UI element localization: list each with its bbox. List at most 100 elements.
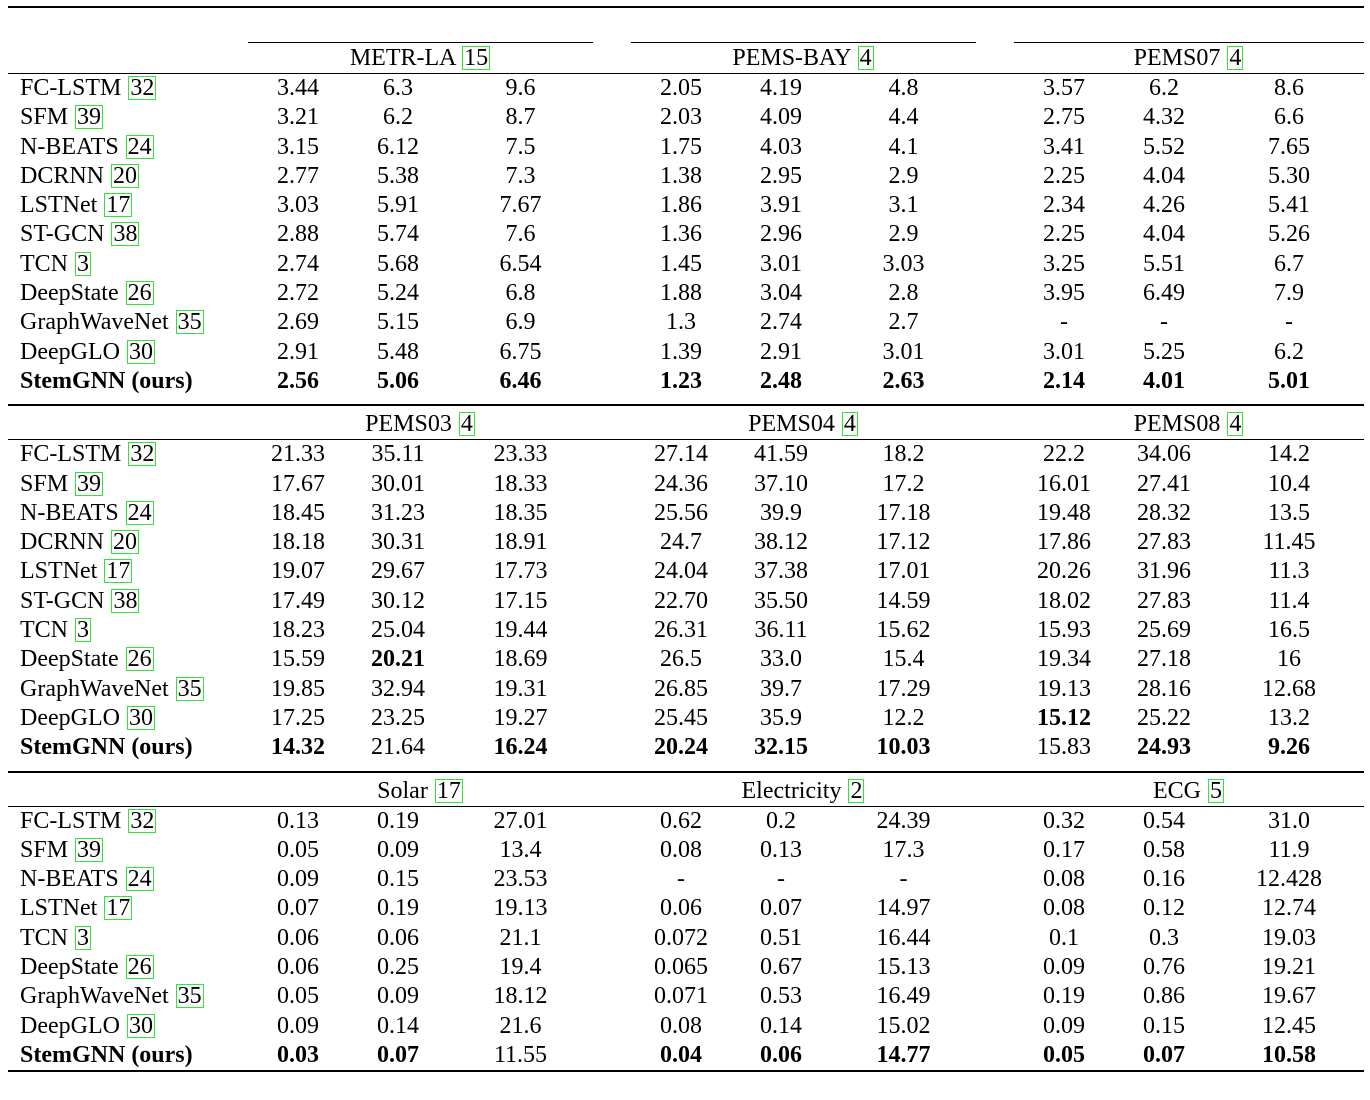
model-name: FC-LSTM (20, 441, 128, 468)
value-cell: 27.83 (1137, 529, 1191, 556)
citation-link[interactable]: 30 (126, 704, 155, 731)
value-cell: 36.11 (754, 617, 808, 644)
section-separator (8, 762, 1364, 773)
value-cell: 1.75 (660, 133, 702, 160)
value-cell: 19.85 (271, 675, 325, 702)
citation-link[interactable]: 35 (175, 675, 204, 702)
citation-link[interactable]: 35 (175, 309, 204, 336)
value-cell: 17.29 (876, 675, 931, 702)
dataset-header: PEMS04 4 (631, 409, 976, 441)
value-cell: 2.69 (277, 309, 319, 336)
value-cell: 2.56 (277, 367, 319, 394)
citation-link[interactable]: 39 (75, 104, 104, 131)
dataset-name: PEMS-BAY (732, 45, 851, 71)
value-cell: 2.03 (660, 104, 702, 131)
value-cell: 2.88 (277, 221, 319, 248)
value-cell: 5.51 (1143, 250, 1185, 277)
citation-link[interactable]: 20 (111, 529, 140, 556)
value-cell: 4.32 (1143, 104, 1185, 131)
value-cell: 7.5 (505, 133, 536, 160)
model-name-cell: TCN 3 (8, 250, 248, 279)
dataset-name: ECG (1153, 777, 1201, 804)
citation-link[interactable]: 35 (175, 983, 204, 1010)
value-cell: 25.56 (654, 499, 708, 526)
value-cell: 9.26 (1268, 734, 1310, 761)
value-cell: 6.49 (1143, 280, 1185, 307)
citation-link[interactable]: 38 (111, 221, 140, 248)
model-name: N-BEATS (20, 499, 119, 526)
citation-link[interactable]: 4 (1227, 411, 1244, 438)
value-cell: 2.9 (888, 221, 919, 248)
citation-link[interactable]: 24 (125, 499, 154, 526)
citation-link[interactable]: 39 (75, 836, 104, 863)
citation-link[interactable]: 39 (75, 470, 104, 497)
value-cell: 2.63 (882, 367, 925, 394)
gap-cell (976, 499, 1014, 528)
dataset-header: ECG 5 (1014, 775, 1364, 807)
value-cell: 5.24 (377, 280, 419, 307)
value-cell: 19.34 (1037, 646, 1091, 673)
model-name-cell: StemGNN (ours) (8, 367, 248, 396)
value-cell: 34.06 (1137, 441, 1191, 468)
citation-link[interactable]: 5 (1208, 777, 1224, 804)
value-cell: 39.7 (760, 675, 802, 702)
citation-link[interactable]: 26 (125, 280, 154, 307)
value-cell: 31.23 (371, 499, 425, 526)
value-cell: 3.91 (760, 192, 802, 219)
model-name: SFM (20, 836, 69, 863)
gap-cell (976, 557, 1014, 586)
value-cell: 19.4 (499, 954, 542, 981)
value-cell: 2.96 (760, 221, 802, 248)
gap-cell (976, 924, 1014, 953)
metric-header-mape (448, 6, 593, 43)
value-cell: 17.67 (271, 470, 325, 497)
model-name-cell: GraphWaveNet 35 (8, 982, 248, 1011)
citation-link[interactable]: 3 (75, 617, 91, 644)
citation-link[interactable]: 32 (128, 441, 157, 468)
citation-link[interactable]: 32 (128, 75, 157, 101)
citation-link[interactable]: 3 (75, 250, 91, 277)
citation-link[interactable]: 2 (848, 777, 865, 804)
value-cell: 6.9 (505, 309, 536, 336)
citation-link[interactable]: 24 (125, 866, 154, 893)
value-cell: 37.38 (754, 558, 808, 585)
table-row: DeepState 26 0.06 0.25 19.4 0.065 0.67 15.13 0.… (8, 953, 1364, 982)
section-separator (8, 770, 1364, 776)
citation-link[interactable]: 38 (111, 587, 140, 614)
citation-link[interactable]: 17 (104, 895, 133, 922)
gap-cell (976, 953, 1014, 982)
citation-link[interactable]: 15 (462, 45, 491, 71)
value-cell: 6.7 (1274, 250, 1304, 277)
citation-link[interactable]: 32 (128, 807, 157, 834)
citation-link[interactable]: 24 (125, 133, 154, 160)
value-cell: 6.75 (499, 338, 542, 365)
citation-link[interactable]: 4 (857, 45, 874, 71)
citation-link[interactable]: 26 (125, 646, 154, 673)
citation-link[interactable]: 4 (458, 411, 475, 438)
citation-link[interactable]: 4 (841, 411, 858, 438)
citation-link[interactable]: 30 (126, 1012, 155, 1039)
value-cell: 24.36 (654, 470, 708, 497)
value-cell: 18.45 (271, 499, 325, 526)
value-cell: 6.2 (1149, 75, 1179, 101)
citation-link[interactable]: 4 (1227, 45, 1244, 71)
value-cell: 8.7 (505, 104, 536, 131)
citation-link[interactable]: 30 (126, 338, 155, 365)
gap-cell (593, 1040, 631, 1073)
citation-link[interactable]: 20 (111, 162, 140, 189)
value-cell: 27.01 (493, 807, 548, 834)
citation-link[interactable]: 26 (125, 954, 154, 981)
table-row: SFM 39 3.21 6.2 8.7 2.03 4.09 4.4 2.75 4.32 6.6 (8, 103, 1364, 132)
citation-link[interactable]: 17 (434, 777, 463, 804)
value-cell: 0.13 (277, 807, 319, 834)
citation-link[interactable]: 17 (104, 558, 133, 585)
model-name: N-BEATS (20, 133, 119, 160)
citation-link[interactable]: 3 (75, 924, 91, 951)
gap-cell (976, 675, 1014, 704)
value-cell: 18.12 (493, 983, 548, 1010)
value-cell: 16 (1277, 646, 1301, 673)
value-cell: 19.48 (1037, 499, 1091, 526)
value-cell: 19.27 (493, 704, 548, 731)
value-cell: 11.55 (448, 1040, 593, 1073)
citation-link[interactable]: 17 (104, 192, 133, 219)
